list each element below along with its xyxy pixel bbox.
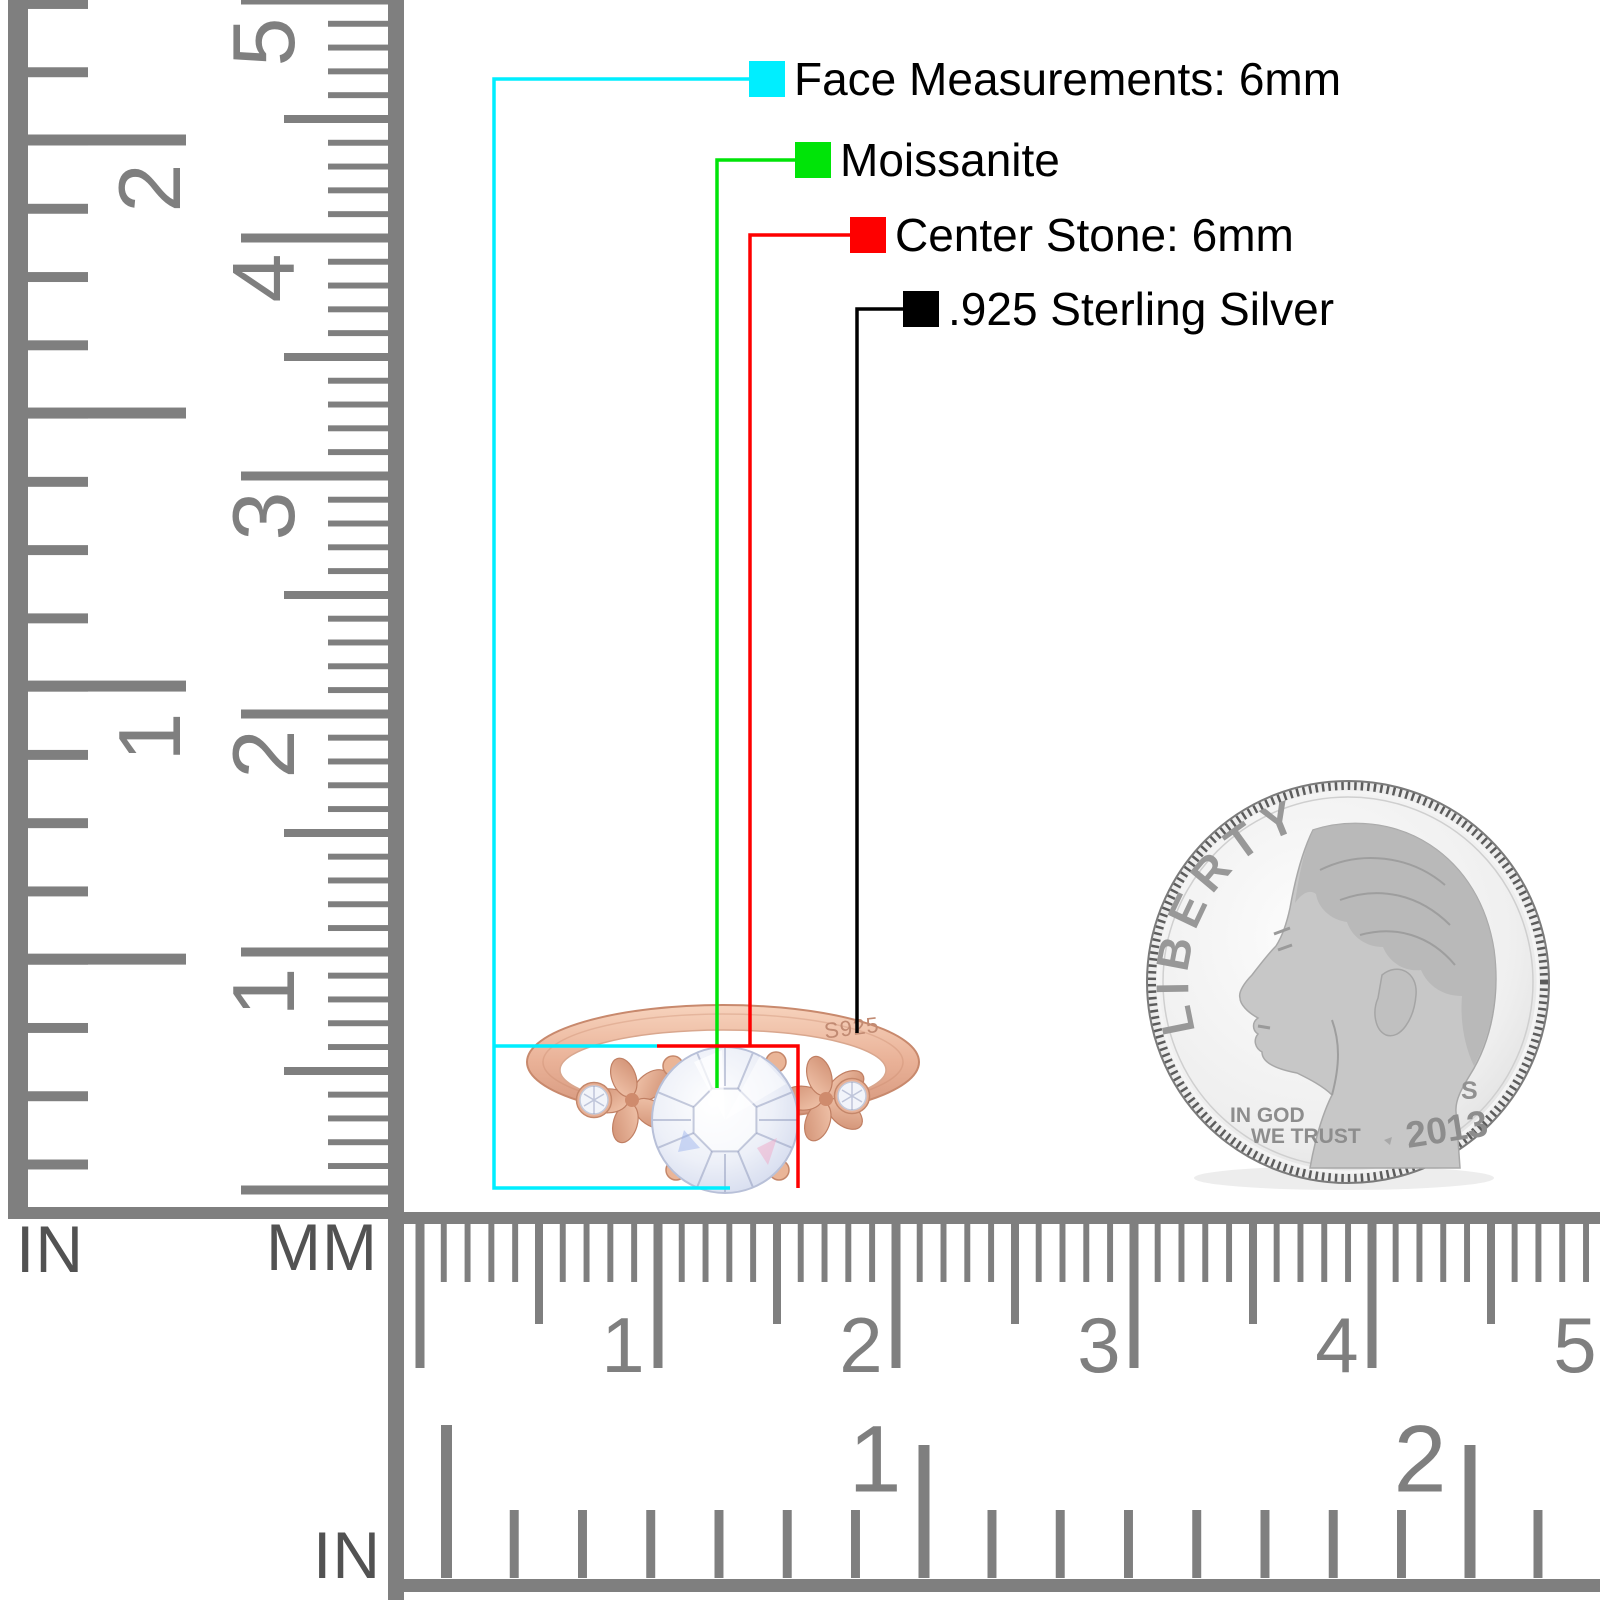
legend-swatch-face	[749, 61, 785, 97]
dime: LIBERTY IN GOD WE TRUST 2013 S	[1146, 780, 1550, 1190]
ruler-number: 1	[848, 1406, 902, 1513]
left-inch-unit-label: IN	[16, 1212, 84, 1286]
roosevelt-portrait	[1238, 822, 1497, 1169]
ring: S925	[526, 1004, 920, 1194]
dime-designer-mark	[1384, 1137, 1392, 1145]
left-inch-ruler-bar	[8, 0, 28, 1219]
measurement-line-center-stone	[748, 233, 850, 1046]
legend-swatch-center-stone	[850, 217, 886, 253]
ruler-number: 3	[1077, 1301, 1121, 1389]
measurement-line-face	[492, 77, 749, 1190]
legend-item: Center Stone: 6mm	[850, 212, 1294, 258]
left-mm-ruler-ticks	[241, 0, 388, 1200]
legend-item: Face Measurements: 6mm	[749, 56, 1341, 102]
ring-side-stone-right	[833, 1077, 871, 1115]
bottom-inch-unit-label: IN	[313, 1518, 381, 1592]
dime-motto-line2: WE TRUST	[1251, 1125, 1361, 1148]
ruler-number: 2	[839, 1301, 883, 1389]
legend-label: Center Stone: 6mm	[895, 209, 1294, 261]
left-mm-unit-label: MM	[266, 1210, 378, 1284]
legend-label: Moissanite	[840, 134, 1060, 186]
left-mm-ruler-bar	[388, 0, 404, 1600]
dime-reeding	[1148, 782, 1548, 1182]
dime-motto-line1: IN GOD	[1230, 1104, 1305, 1127]
ring-center-stone	[651, 1046, 799, 1194]
legend-swatch-moissanite	[795, 142, 831, 178]
ruler-number: 2	[1393, 1406, 1447, 1513]
bottom-ruler-top-bar	[404, 1212, 1600, 1224]
bottom-inch-ruler-ticks	[403, 1424, 1600, 1578]
ring-side-stone-left	[575, 1081, 613, 1119]
left-inch-ruler-ticks	[28, 0, 186, 1207]
dime-mint-mark: S	[1461, 1077, 1478, 1105]
legend-item: Moissanite	[795, 137, 1060, 183]
legend-label: .925 Sterling Silver	[948, 283, 1335, 335]
legend-swatch-silver	[903, 291, 939, 327]
legend-item: .925 Sterling Silver	[903, 286, 1334, 332]
bottom-mm-ruler-ticks	[403, 1224, 1600, 1368]
ruler-number: 5	[1553, 1301, 1597, 1389]
measurement-line-center-stone-bracket	[657, 1044, 800, 1188]
ruler-number: 1	[601, 1301, 645, 1389]
measurement-line-silver	[855, 307, 903, 1033]
legend-label: Face Measurements: 6mm	[794, 53, 1342, 105]
measurement-line-moissanite	[715, 158, 795, 1088]
bottom-ruler-bottom-bar	[404, 1579, 1600, 1592]
ruler-number: 4	[1315, 1301, 1359, 1389]
left-rulers-end-bar	[8, 1207, 404, 1219]
